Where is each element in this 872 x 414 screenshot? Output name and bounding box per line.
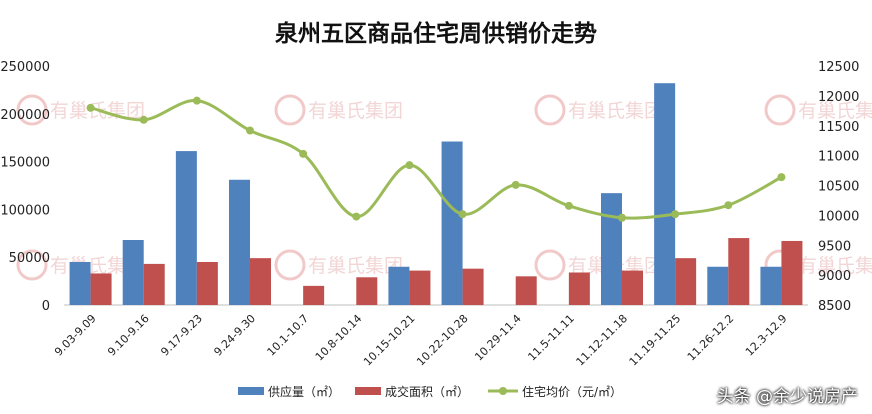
price-point — [724, 201, 733, 210]
supply-bar — [122, 239, 144, 305]
supply-bar — [760, 266, 782, 305]
supply-bar — [175, 151, 197, 305]
price-point — [671, 210, 680, 219]
left-tick-label: 0 — [42, 299, 50, 314]
price-point — [458, 210, 467, 219]
price-point — [139, 115, 148, 124]
x-tick-label: 9.17-9.23 — [158, 312, 205, 359]
x-tick-label: 11.5-11.11 — [525, 312, 577, 364]
right-tick-label: 11500 — [818, 120, 859, 135]
watermark-logo-text: 有巢氏集团 — [798, 255, 872, 277]
right-tick-label: 11000 — [818, 150, 859, 165]
legend-deal-label: 成交面积（㎡） — [385, 384, 469, 399]
x-tick-label: 10.15-10.21 — [361, 312, 418, 369]
x-tick-label: 10.1-10.7 — [265, 312, 312, 359]
watermark-logo-text: 有巢氏集团 — [798, 100, 872, 122]
price-point — [618, 213, 626, 222]
deal-area-bar — [568, 272, 590, 305]
right-tick-label: 10000 — [818, 209, 859, 224]
price-point — [299, 149, 308, 158]
price-point — [777, 173, 786, 182]
watermark-logo-mark — [274, 94, 306, 126]
x-tick-label: 10.22-10.28 — [414, 312, 471, 369]
source-credit: 头条 @余少说房产 — [716, 387, 858, 407]
deal-area-bar — [303, 285, 325, 305]
deal-area-bar — [462, 268, 484, 305]
deal-area-bar — [675, 258, 697, 305]
deal-area-bar — [409, 270, 431, 305]
x-tick-label: 9.03-9.09 — [52, 312, 99, 359]
right-tick-label: 9500 — [818, 239, 851, 254]
deal-area-bar — [356, 277, 378, 305]
supply-bar — [707, 266, 729, 305]
supply-bar — [601, 193, 622, 305]
price-point — [86, 103, 95, 112]
x-tick-label: 11.19-11.25 — [627, 312, 684, 369]
watermark-logo-mark — [16, 94, 48, 126]
left-tick-label: 100000 — [0, 203, 50, 218]
deal-area-bar — [196, 261, 218, 305]
x-tick-label: 11.26-12.2 — [685, 312, 737, 364]
watermark-logo-mark — [534, 249, 566, 281]
deal-area-bar — [515, 276, 537, 305]
price-point — [511, 180, 520, 189]
watermark-logo-mark — [764, 94, 796, 126]
watermark-logo-mark — [274, 249, 306, 281]
supply-bar — [441, 141, 463, 305]
right-tick-label: 12000 — [818, 90, 859, 105]
price-point — [192, 96, 201, 105]
watermark-logo-mark — [16, 249, 48, 281]
deal-area-bar — [622, 270, 643, 305]
x-tick-label: 9.10-9.16 — [105, 312, 152, 359]
left-tick-label: 150000 — [0, 156, 50, 171]
watermark-logo-text: 有巢氏集团 — [308, 255, 403, 277]
legend-price-marker — [499, 387, 507, 395]
watermark-logo-text: 有巢氏集团 — [568, 100, 663, 122]
supply-bar — [229, 179, 250, 305]
supply-bar — [388, 266, 410, 305]
watermark-logo-mark — [534, 94, 566, 126]
left-tick-label: 50000 — [9, 251, 50, 266]
right-tick-label: 9000 — [818, 269, 851, 284]
deal-area-bar — [728, 238, 750, 305]
right-tick-label: 8500 — [818, 299, 851, 314]
price-point — [564, 201, 573, 210]
left-tick-label: 250000 — [0, 60, 50, 75]
supply-bar — [69, 261, 91, 305]
x-tick-label: 10.8-10.14 — [313, 312, 365, 364]
price-point — [352, 212, 361, 221]
right-tick-label: 12500 — [818, 60, 859, 75]
deal-area-bar — [781, 240, 803, 305]
supply-bar — [654, 83, 676, 305]
price-point — [246, 126, 254, 135]
x-tick-label: 11.12-11.18 — [574, 312, 631, 369]
x-tick-label: 10.29-11.4 — [472, 312, 524, 364]
price-line — [90, 99, 783, 220]
watermark-logo-text: 有巢氏集团 — [308, 100, 403, 122]
legend-price-label: 住宅均价（元/㎡） — [522, 384, 622, 399]
deal-area-bar — [250, 258, 271, 305]
legend-supply-label: 供应量（㎡） — [268, 384, 340, 399]
x-tick-label: 9.24-9.30 — [211, 312, 258, 359]
left-tick-label: 200000 — [0, 108, 50, 123]
right-tick-label: 10500 — [818, 180, 859, 195]
deal-area-bar — [90, 273, 112, 305]
chart-title: 泉州五区商品住宅周供销价走势 — [275, 21, 597, 47]
legend-deal-swatch — [355, 387, 381, 395]
legend-supply-swatch — [238, 387, 264, 395]
x-tick-label: 12.3-12.9 — [743, 312, 790, 359]
deal-area-bar — [143, 263, 165, 305]
price-point — [405, 161, 414, 170]
